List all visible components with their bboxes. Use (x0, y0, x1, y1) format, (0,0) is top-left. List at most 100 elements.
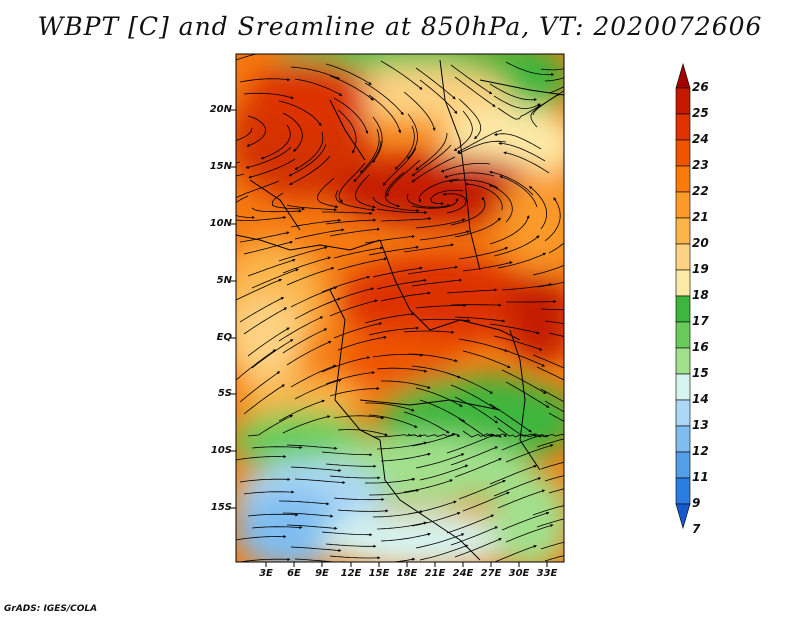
streamline (278, 246, 328, 262)
streamline (462, 430, 507, 438)
colorbar-segment (675, 451, 691, 479)
streamline (333, 497, 385, 502)
streamline (279, 500, 330, 506)
streamline (454, 76, 496, 108)
streamline (251, 525, 303, 530)
streamline (278, 316, 324, 342)
streamline (294, 478, 346, 485)
streamline (376, 521, 428, 530)
axis-ticks (231, 109, 548, 567)
streamline (365, 402, 415, 412)
streamline (329, 75, 374, 101)
streamline (384, 171, 405, 208)
streamline (380, 532, 431, 542)
streamline (290, 66, 340, 80)
streamline (444, 172, 495, 179)
colorbar-segment (675, 139, 691, 167)
streamline (403, 479, 454, 493)
streamline (442, 192, 467, 214)
streamline (239, 477, 291, 483)
colorbar-label: 15 (692, 366, 709, 380)
lon-tick-label: 3E (259, 568, 273, 579)
colorbar-segment (675, 269, 691, 297)
streamline (376, 278, 427, 290)
streamline (337, 429, 389, 437)
colorbar-label: 12 (692, 444, 709, 458)
streamline (544, 475, 564, 482)
streamline (419, 79, 458, 115)
streamline (286, 340, 332, 366)
streamline (286, 444, 338, 450)
streamline (288, 143, 327, 177)
streamline (453, 110, 473, 152)
streamline (548, 332, 564, 337)
colorbar-segment (675, 243, 691, 271)
streamline (260, 124, 291, 160)
colorbar (675, 62, 691, 530)
streamline (454, 217, 501, 238)
streamline (415, 67, 456, 100)
streamline (407, 113, 419, 160)
streamline (364, 234, 416, 244)
streamline (450, 526, 499, 546)
streamline (411, 278, 463, 287)
country-boundaries (236, 59, 564, 561)
streamline (325, 371, 376, 385)
lat-tick-label: 15N (209, 161, 232, 172)
streamline (236, 140, 237, 141)
streamline (364, 312, 415, 324)
streamline (407, 353, 458, 363)
streamline (503, 151, 550, 174)
streamline (382, 147, 417, 186)
lon-tick-label: 12E (340, 568, 362, 579)
streamline (337, 257, 388, 271)
grads-credit: GrADS: IGES/COLA (4, 604, 98, 614)
streamline (415, 132, 448, 171)
streamline (489, 464, 538, 485)
streamline (245, 146, 292, 169)
streamline (338, 162, 366, 203)
streamline (294, 131, 324, 170)
streamline (353, 140, 382, 183)
streamline (369, 489, 420, 496)
streamline (493, 335, 543, 351)
lat-tick-label: EQ (216, 332, 232, 343)
colorbar-label: 16 (692, 340, 709, 354)
streamline (446, 434, 495, 454)
streamline (236, 278, 283, 301)
streamline (239, 371, 281, 403)
streamline (380, 291, 431, 302)
streamline (286, 524, 338, 530)
colorbar-label: 9 (692, 496, 701, 510)
streamline (239, 557, 291, 562)
streamline (376, 367, 428, 373)
streamline (411, 511, 461, 527)
streamline (458, 479, 506, 500)
streamline (544, 77, 564, 82)
streamline (290, 364, 337, 388)
streamline (329, 227, 381, 237)
streamline (251, 207, 302, 213)
colorbar-label: 25 (692, 106, 709, 120)
streamline (548, 488, 564, 494)
streamline (505, 444, 554, 463)
streamline (415, 533, 465, 549)
streamline (243, 307, 288, 335)
streamline (493, 235, 540, 257)
streamline (325, 543, 377, 548)
streamline (236, 349, 277, 381)
streamline (294, 297, 341, 320)
streamline (236, 455, 287, 461)
streamline (548, 412, 564, 422)
streamline (540, 68, 564, 71)
streamline (454, 458, 502, 478)
streamline (536, 518, 564, 528)
streamline (411, 144, 452, 177)
streamline (317, 177, 339, 209)
streamline (364, 82, 404, 116)
streamline (290, 218, 342, 228)
streamline (415, 387, 463, 407)
streamline (251, 445, 303, 450)
streamline (333, 246, 384, 259)
colorbar-label: 26 (692, 80, 709, 94)
